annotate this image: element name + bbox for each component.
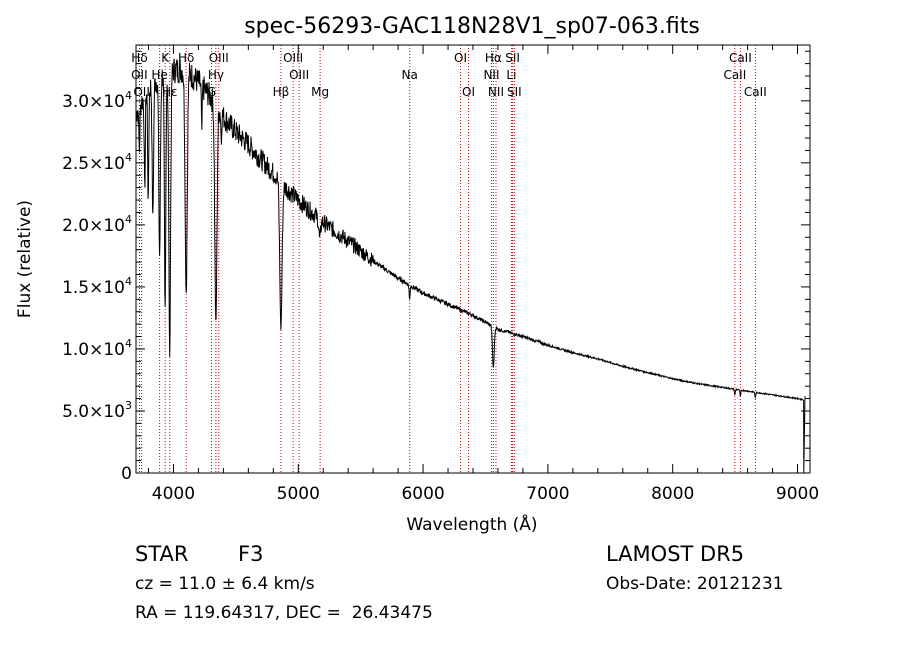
x-tick-label: 8000 xyxy=(651,484,694,504)
line-marker-label: CaII xyxy=(744,85,767,99)
coordinates: RA = 119.64317, DEC = 26.43475 xyxy=(135,603,433,623)
spectrum-series xyxy=(135,58,806,474)
chart-title: spec-56293-GAC118N28V1_sp07-063.fits xyxy=(244,14,700,39)
y-tick-label: 2.0×104 xyxy=(62,213,132,236)
y-axis: 0 5.0×103 1.0×104 1.5×104 2.0×104 2.5×104 3.0×… xyxy=(62,50,810,484)
line-marker-label: CaII xyxy=(723,68,746,82)
line-marker-label: OI xyxy=(454,51,467,65)
line-marker-label: NII xyxy=(488,85,504,99)
x-tick-label: 7000 xyxy=(526,484,569,504)
line-marker-label: OI xyxy=(462,85,475,99)
line-marker-label: Hε xyxy=(162,85,178,99)
plot-frame xyxy=(135,44,811,474)
survey-name: LAMOST DR5 xyxy=(606,542,745,566)
redshift-info: cz = 11.0 ± 6.4 km/s xyxy=(135,574,315,594)
y-tick-label: 1.0×104 xyxy=(62,337,132,360)
line-marker-label: NII xyxy=(483,68,499,82)
line-marker-label: OIII xyxy=(289,68,309,82)
line-marker-label: Hδ xyxy=(131,51,147,65)
object-class: STAR xyxy=(135,542,189,566)
line-marker-label: OII xyxy=(131,68,148,82)
line-marker-label: Na xyxy=(402,68,418,82)
y-axis-label: Flux (relative) xyxy=(15,200,35,318)
y-tick-label: 5.0×103 xyxy=(62,399,132,422)
x-tick-label: 5000 xyxy=(277,484,320,504)
observation-date: Obs-Date: 20121231 xyxy=(606,574,784,594)
line-marker-label: G xyxy=(207,85,216,99)
x-tick-label: 6000 xyxy=(401,484,444,504)
x-axis: 4000 5000 6000 7000 8000 9000 xyxy=(147,45,819,504)
line-marker-label: OIII xyxy=(283,51,303,65)
line-markers xyxy=(138,45,756,473)
x-tick-label: 9000 xyxy=(776,484,819,504)
spectrum-line xyxy=(135,58,806,474)
line-marker-label: Hδ xyxy=(178,51,194,65)
line-marker-label: He xyxy=(151,68,167,82)
y-tick-label: 1.5×104 xyxy=(62,275,132,298)
line-marker-label: SII xyxy=(507,85,522,99)
line-marker-label: K xyxy=(161,51,170,65)
line-marker-label: Hγ xyxy=(208,68,224,82)
line-marker-label: Li xyxy=(506,68,516,82)
line-marker-label: SII xyxy=(505,51,520,65)
line-marker-label: Hβ xyxy=(273,85,290,99)
line-marker-label: CaII xyxy=(729,51,752,65)
line-marker-label: OIII xyxy=(209,51,229,65)
line-marker-label: Hα xyxy=(485,51,502,65)
x-tick-label: 4000 xyxy=(152,484,195,504)
y-tick-label: 3.0×104 xyxy=(62,89,132,112)
y-tick-label: 2.5×104 xyxy=(62,151,132,174)
x-axis-label: Wavelength (Å) xyxy=(406,513,537,535)
line-marker-label: Mg xyxy=(311,85,329,99)
y-tick-label: 0 xyxy=(121,464,132,484)
object-subclass: F3 xyxy=(238,542,264,566)
